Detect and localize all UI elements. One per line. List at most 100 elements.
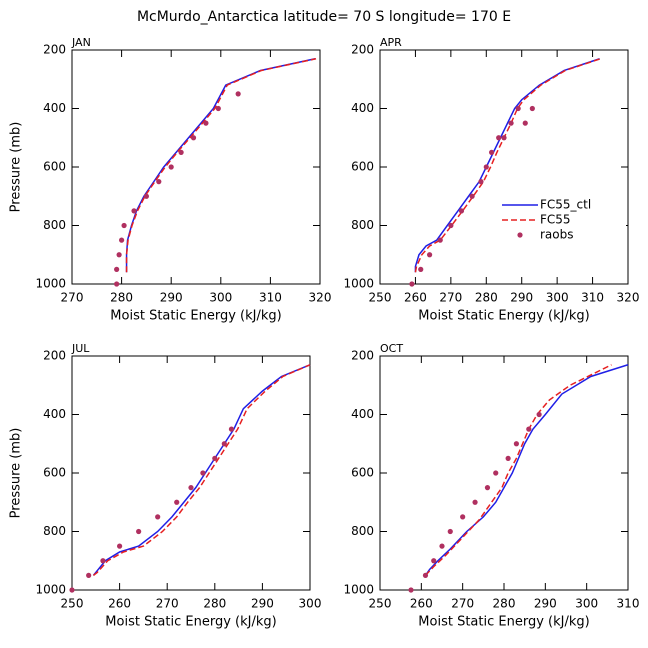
- x-axis-label: Moist Static Energy (kJ/kg): [418, 615, 589, 630]
- x-axis-label: Moist Static Energy (kJ/kg): [105, 615, 276, 630]
- raob-point: [478, 179, 484, 185]
- x-tick-label: 300: [546, 291, 569, 305]
- profile-line: [125, 58, 317, 273]
- y-tick-label: 1000: [343, 583, 374, 597]
- raob-point: [188, 485, 194, 491]
- raob-point: [489, 149, 495, 155]
- x-tick-label: 280: [110, 291, 133, 305]
- y-tick-label: 600: [43, 160, 66, 174]
- raob-point: [431, 558, 437, 564]
- y-tick-label: 200: [351, 43, 374, 57]
- plot-frame: [71, 49, 321, 285]
- x-tick-label: 250: [369, 291, 392, 305]
- profile-line: [414, 58, 600, 273]
- raob-point: [221, 441, 227, 447]
- raob-point: [86, 572, 92, 578]
- x-tick-label: 290: [160, 291, 183, 305]
- raob-point: [178, 149, 184, 155]
- profile-line: [125, 58, 316, 273]
- x-tick-label: 320: [309, 291, 332, 305]
- raob-point: [501, 135, 507, 141]
- y-tick-label: 200: [351, 349, 374, 363]
- raob-point: [114, 266, 120, 272]
- raob-point: [448, 222, 454, 229]
- raob-point: [536, 411, 542, 418]
- raob-point: [515, 105, 521, 112]
- raob-point: [483, 164, 489, 170]
- x-tick-label: 260: [410, 597, 433, 611]
- y-tick-label: 800: [351, 524, 374, 538]
- raob-point: [215, 105, 221, 112]
- x-tick-label: 300: [299, 597, 322, 611]
- raob-point: [156, 179, 162, 185]
- profile-line: [414, 58, 601, 273]
- raob-point: [116, 252, 122, 258]
- raob-point: [513, 441, 520, 447]
- raob-point: [409, 281, 415, 287]
- y-tick-label: 600: [43, 466, 66, 480]
- x-tick-label: 280: [203, 597, 226, 611]
- raob-point: [447, 528, 453, 535]
- plot-frame: [379, 355, 629, 591]
- panel-title: JUL: [71, 342, 90, 355]
- raob-point: [437, 237, 443, 243]
- y-tick-label: 800: [43, 524, 66, 538]
- x-tick-label: 270: [439, 291, 462, 305]
- y-tick-label: 600: [351, 466, 374, 480]
- legend-marker: [517, 232, 523, 238]
- y-tick-label: 1000: [35, 583, 66, 597]
- y-tick-label: 400: [351, 101, 374, 115]
- y-tick-label: 800: [43, 218, 66, 232]
- raob-point: [228, 426, 235, 432]
- raob-point: [439, 543, 445, 549]
- raob-point: [472, 499, 478, 505]
- panel-title: OCT: [380, 342, 403, 355]
- y-axis-label: Pressure (mb): [9, 428, 24, 519]
- y-tick-label: 200: [43, 43, 66, 57]
- y-tick-label: 400: [43, 407, 66, 421]
- raob-point: [69, 587, 75, 593]
- y-tick-label: 1000: [343, 277, 374, 291]
- raob-point: [508, 120, 514, 126]
- raob-point: [131, 208, 137, 214]
- x-tick-label: 270: [156, 597, 179, 611]
- x-axis-label: Moist Static Energy (kJ/kg): [418, 309, 589, 324]
- raob-point: [484, 485, 491, 491]
- y-tick-label: 200: [43, 349, 66, 363]
- x-tick-label: 300: [209, 291, 232, 305]
- raob-point: [505, 455, 511, 461]
- raob-point: [408, 587, 414, 593]
- legend-label: FC55_ctl: [540, 198, 591, 212]
- x-tick-label: 290: [534, 597, 557, 611]
- figure-title: McMurdo_Antarctica latitude= 70 S longit…: [137, 9, 511, 25]
- raob-point: [174, 499, 180, 505]
- x-tick-label: 270: [451, 597, 474, 611]
- raob-point: [143, 193, 149, 199]
- x-tick-label: 280: [493, 597, 516, 611]
- raob-point: [418, 266, 424, 272]
- raob-point: [168, 164, 174, 170]
- raob-point: [200, 470, 206, 476]
- x-tick-label: 320: [617, 291, 640, 305]
- raob-point: [155, 514, 161, 520]
- raob-point: [522, 120, 528, 126]
- x-tick-label: 310: [617, 597, 640, 611]
- x-tick-label: 270: [61, 291, 84, 305]
- panel-title: JAN: [71, 36, 91, 49]
- y-tick-label: 600: [351, 160, 374, 174]
- legend-label: raobs: [540, 228, 574, 242]
- profile-line: [92, 364, 311, 576]
- raob-point: [469, 193, 475, 199]
- raob-point: [493, 470, 499, 476]
- panel-title: APR: [380, 36, 402, 49]
- raob-point: [460, 514, 466, 520]
- y-tick-label: 400: [351, 407, 374, 421]
- x-tick-label: 250: [369, 597, 392, 611]
- raob-point: [121, 222, 127, 229]
- y-tick-label: 1000: [35, 277, 66, 291]
- raob-point: [427, 252, 433, 258]
- raob-point: [136, 528, 142, 535]
- raob-point: [114, 281, 120, 287]
- x-tick-label: 260: [404, 291, 427, 305]
